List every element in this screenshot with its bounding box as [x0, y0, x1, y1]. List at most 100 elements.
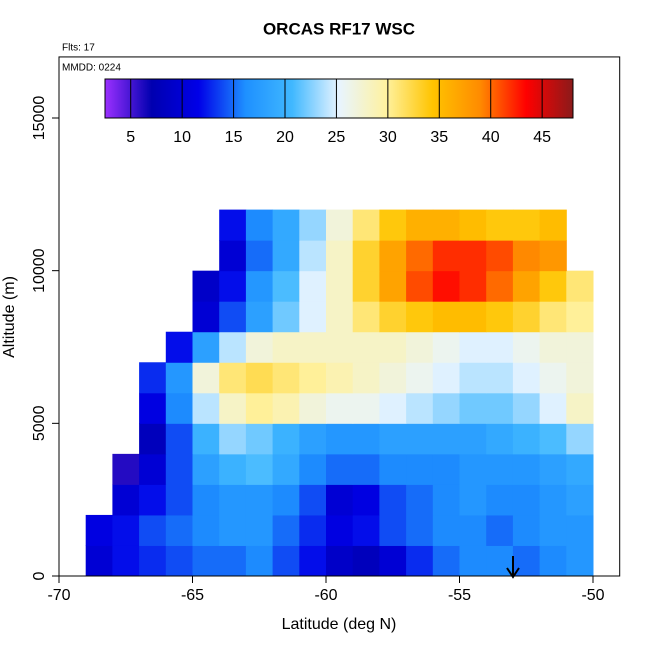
heat-cell	[192, 362, 220, 394]
heat-cell	[512, 331, 541, 363]
heat-cell	[272, 240, 300, 272]
heat-cell	[486, 270, 514, 302]
heat-cell	[512, 484, 541, 516]
heat-cell	[112, 453, 140, 485]
heat-cell	[512, 362, 541, 394]
heat-cell	[379, 240, 407, 272]
heat-cell	[139, 545, 167, 577]
heat-cell	[245, 209, 274, 241]
arrow	[506, 556, 520, 579]
heat-cell	[85, 545, 113, 577]
heat-cell	[139, 392, 167, 424]
x-tick-label: -60	[314, 587, 337, 604]
heat-cell	[165, 362, 193, 394]
heat-cell	[406, 240, 434, 272]
heat-cell	[326, 545, 354, 577]
heat-cell	[352, 209, 380, 241]
heat-cell	[486, 331, 514, 363]
heat-cell	[272, 484, 300, 516]
heat-cell	[406, 270, 434, 302]
colorbar	[104, 78, 574, 119]
heat-cell	[432, 514, 460, 546]
heat-cell	[326, 240, 354, 272]
heat-cell	[379, 392, 407, 424]
heat-cell	[512, 270, 541, 302]
colorbar-tick-label: 40	[482, 129, 500, 146]
heat-cell	[512, 453, 541, 485]
heat-cell	[379, 209, 407, 241]
heat-cell	[566, 331, 594, 363]
heat-cell	[566, 423, 594, 455]
heat-cell	[379, 331, 407, 363]
heat-cell	[539, 423, 567, 455]
heat-cell	[566, 453, 594, 485]
heat-cell	[566, 484, 594, 516]
heat-cell	[219, 514, 247, 546]
heat-cell	[432, 423, 460, 455]
heat-cell	[112, 514, 140, 546]
heat-cell	[139, 423, 167, 455]
heat-cell	[486, 423, 514, 455]
heat-cell	[459, 423, 487, 455]
heat-cell	[406, 392, 434, 424]
heat-cell	[432, 453, 460, 485]
heat-cell	[326, 423, 354, 455]
heat-cell	[299, 392, 327, 424]
heat-cell	[539, 240, 567, 272]
heat-cell	[379, 301, 407, 333]
heat-cell	[165, 453, 193, 485]
heat-cell	[192, 301, 220, 333]
heat-cell	[432, 240, 460, 272]
heat-cell	[272, 301, 300, 333]
heat-cell	[352, 240, 380, 272]
colorbar-tick-label: 20	[276, 129, 294, 146]
heat-cell	[299, 301, 327, 333]
heat-cell	[192, 545, 220, 577]
heat-cell	[459, 514, 487, 546]
colorbar-tick-label: 10	[173, 129, 191, 146]
heat-cell	[459, 545, 487, 577]
heat-cell	[165, 514, 193, 546]
heat-cell	[539, 545, 567, 577]
colorbar-tick-label: 5	[126, 129, 135, 146]
heat-cell	[299, 484, 327, 516]
heat-cell	[299, 331, 327, 363]
heat-cell	[245, 453, 274, 485]
heat-cell	[112, 484, 140, 516]
x-tick-label: -50	[581, 587, 604, 604]
heat-cell	[326, 484, 354, 516]
heat-cell	[326, 209, 354, 241]
heat-cell	[486, 392, 514, 424]
heat-cell	[165, 392, 193, 424]
heat-cell	[245, 331, 274, 363]
heat-cell	[486, 362, 514, 394]
heat-cell	[459, 331, 487, 363]
heat-cell	[192, 270, 220, 302]
heat-cell	[512, 240, 541, 272]
heat-cell	[406, 209, 434, 241]
heat-cell	[539, 270, 567, 302]
heat-cell	[326, 514, 354, 546]
heat-cell	[352, 331, 380, 363]
heat-cell	[379, 270, 407, 302]
heat-cell	[139, 514, 167, 546]
heat-cell	[486, 209, 514, 241]
heat-cell	[299, 423, 327, 455]
heat-cell	[566, 392, 594, 424]
heat-cell	[219, 392, 247, 424]
heat-cell	[272, 362, 300, 394]
heat-cell	[406, 362, 434, 394]
heat-cell	[326, 301, 354, 333]
heat-cell	[219, 331, 247, 363]
heat-cell	[512, 514, 541, 546]
heat-cell	[219, 240, 247, 272]
heat-cell	[219, 301, 247, 333]
heat-cell	[245, 514, 274, 546]
x-tick-label: -70	[47, 587, 70, 604]
heat-cell	[486, 453, 514, 485]
heat-cell	[299, 362, 327, 394]
y-tick-label: 15000	[31, 96, 48, 141]
heat-cell	[272, 270, 300, 302]
heat-cell	[406, 301, 434, 333]
heat-cell	[459, 301, 487, 333]
